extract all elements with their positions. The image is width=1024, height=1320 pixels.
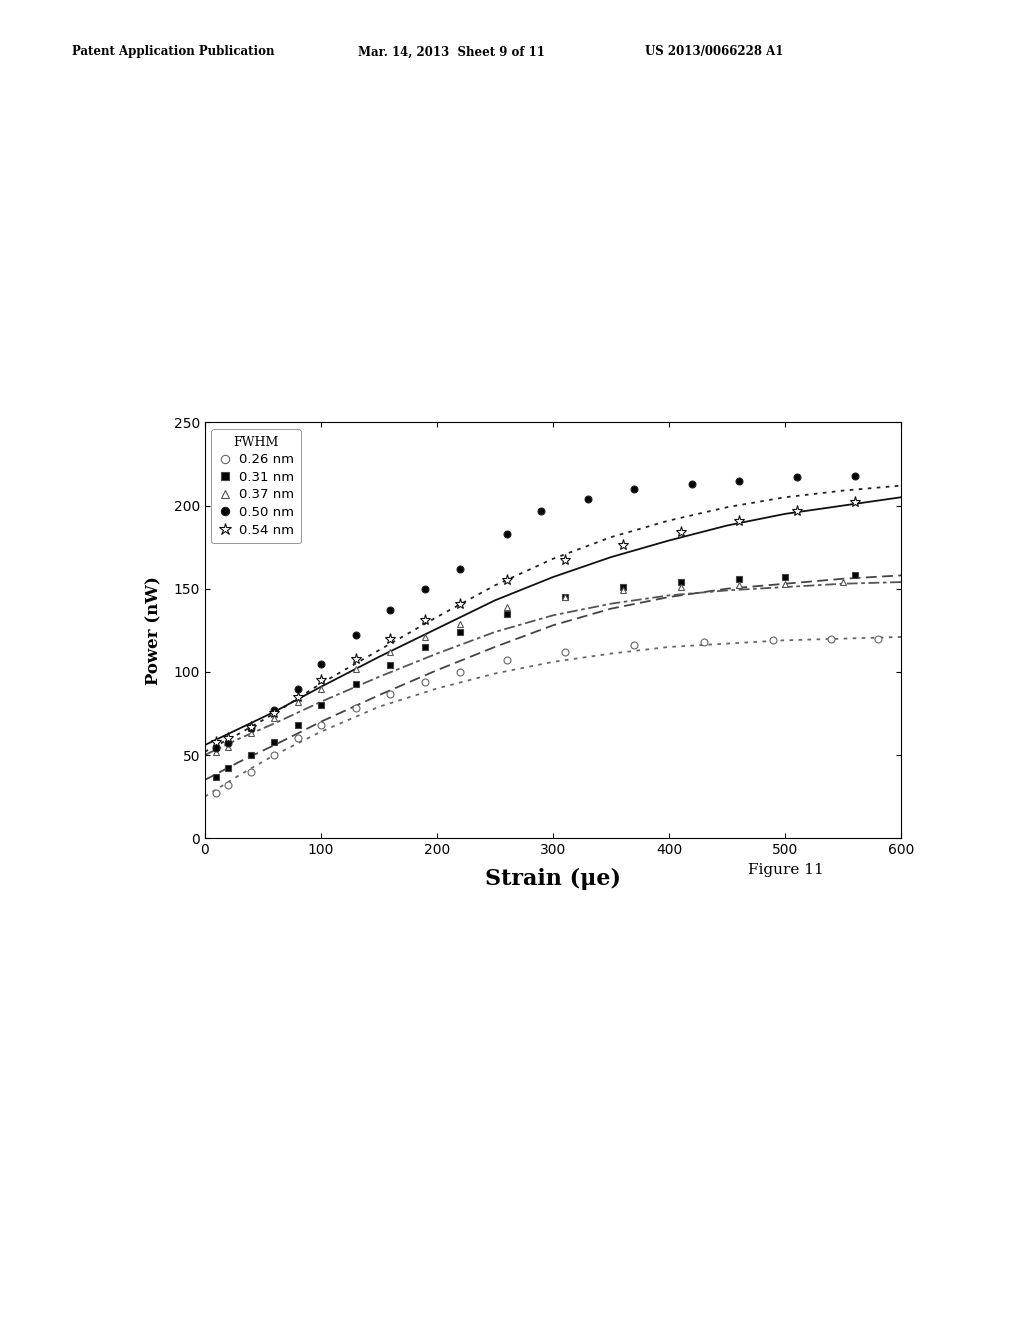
Y-axis label: Power (nW): Power (nW) [145,576,163,685]
Text: Figure 11: Figure 11 [748,863,823,876]
Legend: 0.26 nm, 0.31 nm, 0.37 nm, 0.50 nm, 0.54 nm: 0.26 nm, 0.31 nm, 0.37 nm, 0.50 nm, 0.54… [211,429,301,544]
Text: US 2013/0066228 A1: US 2013/0066228 A1 [645,45,783,58]
Text: Mar. 14, 2013  Sheet 9 of 11: Mar. 14, 2013 Sheet 9 of 11 [358,45,545,58]
X-axis label: Strain (μe): Strain (μe) [485,869,621,890]
Text: Patent Application Publication: Patent Application Publication [72,45,274,58]
